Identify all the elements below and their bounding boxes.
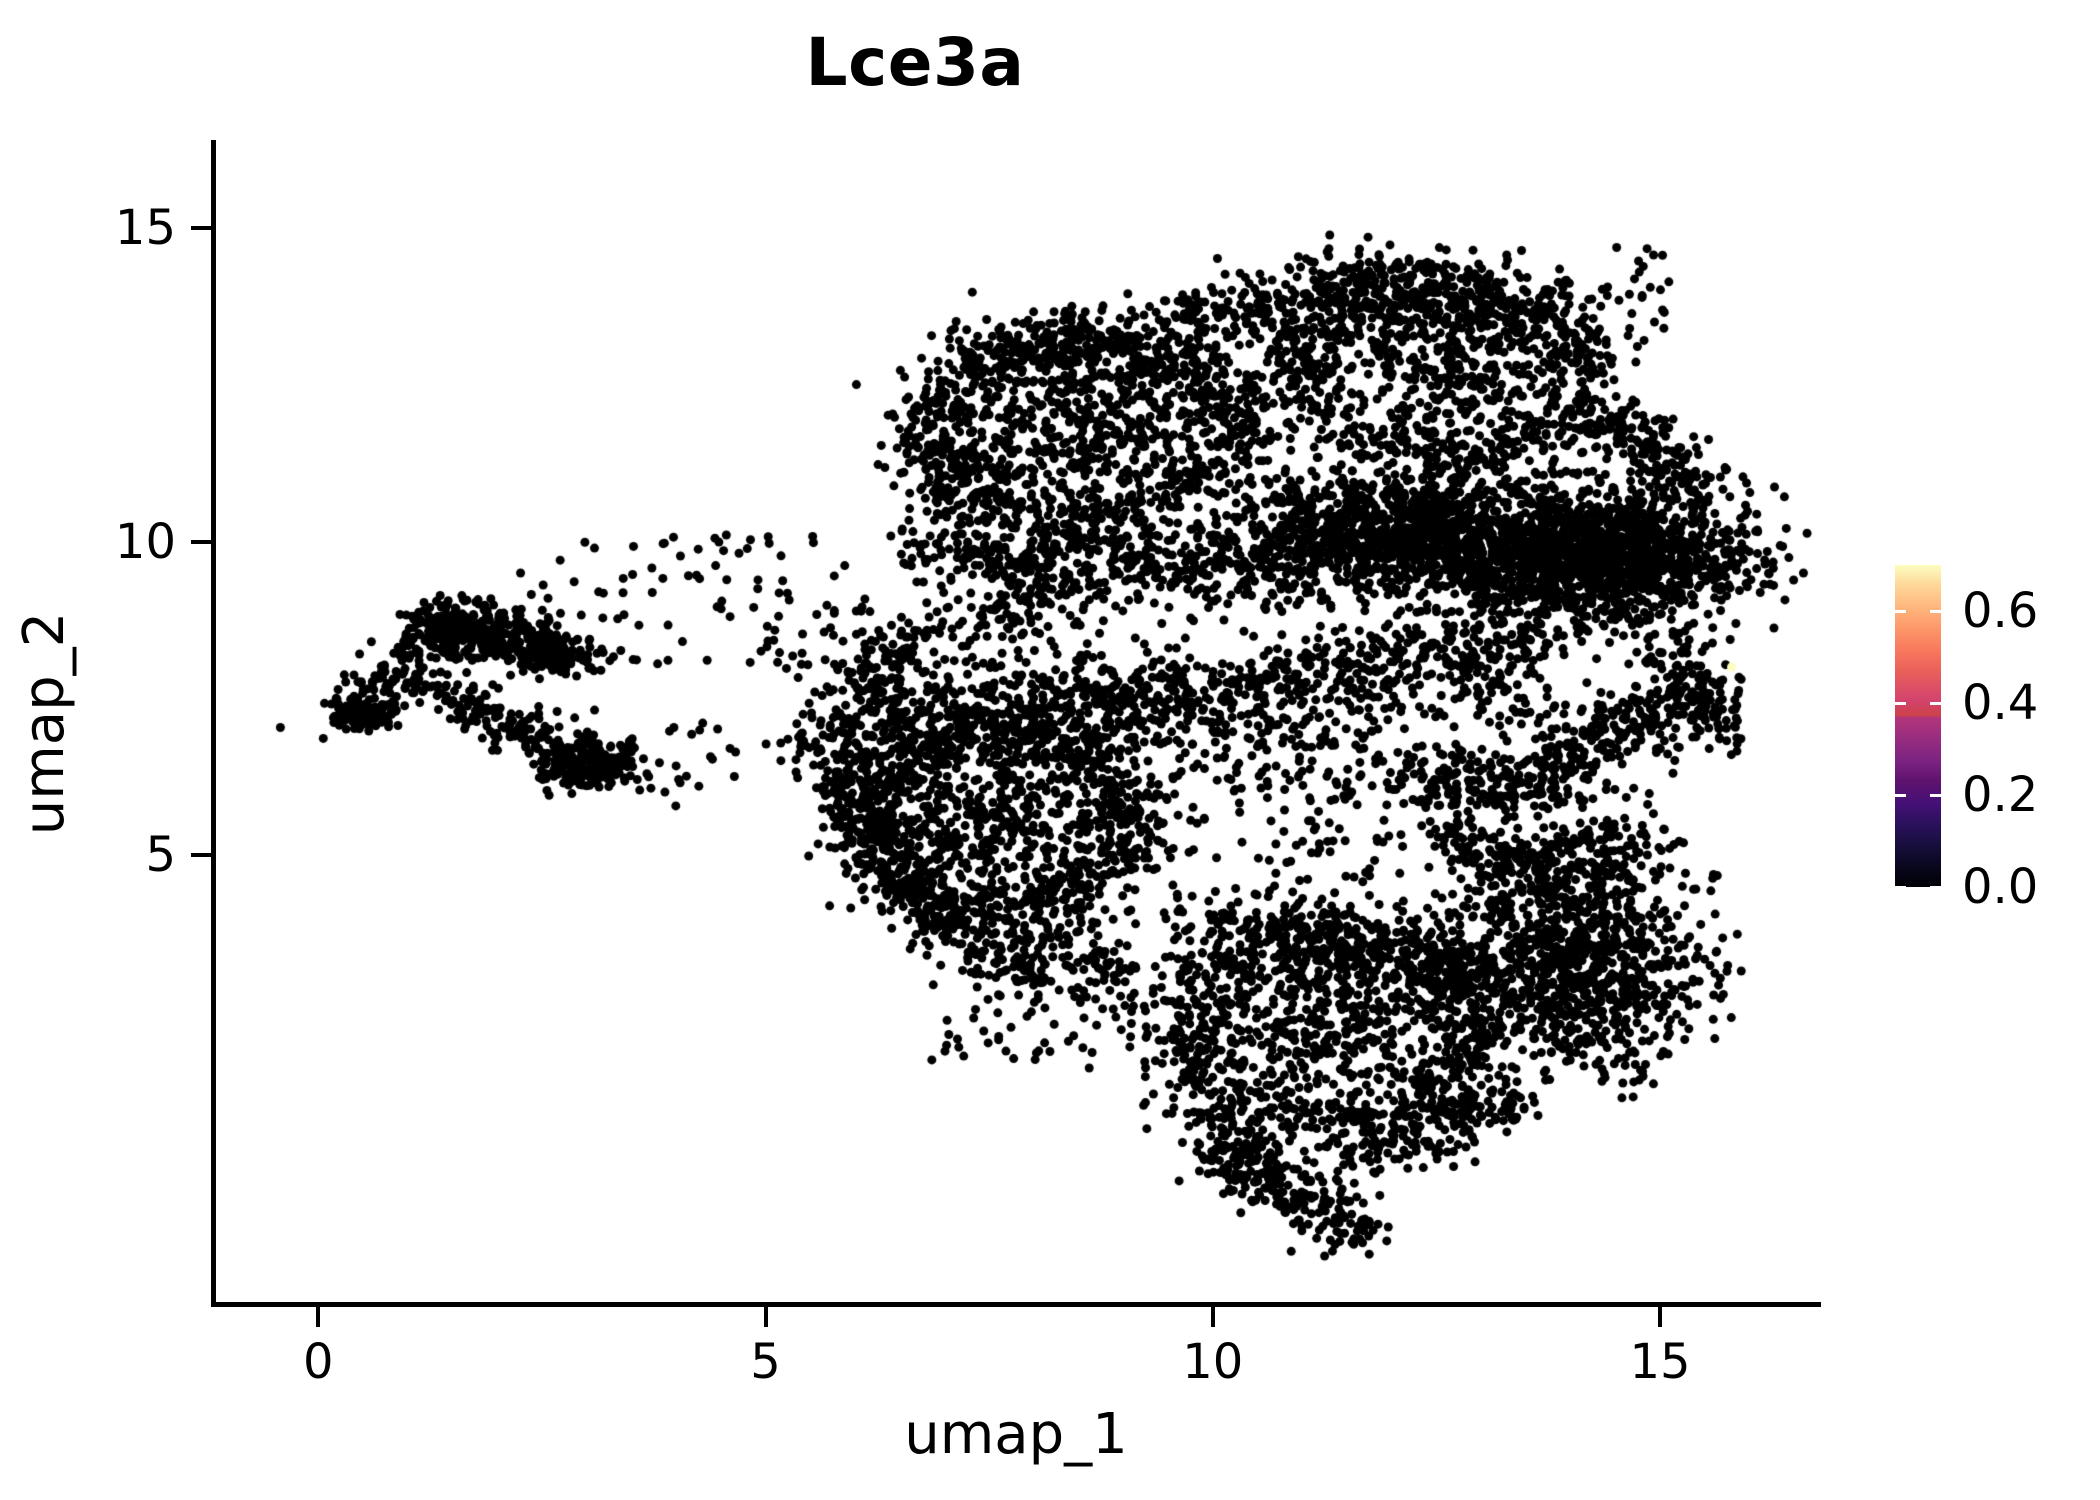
axes-frame (211, 140, 1821, 1307)
x-tick-mark (1210, 1307, 1215, 1327)
y-axis-spine (211, 140, 216, 1307)
y-tick-label: 5 (145, 827, 176, 884)
y-tick-label: 15 (114, 199, 176, 256)
colorbar-tick-mark (1930, 609, 1941, 613)
scatter-plot-area (211, 140, 1821, 1307)
y-axis-label: umap_2 (12, 611, 77, 836)
x-tick-label: 10 (1182, 1334, 1244, 1390)
x-tick-mark (1658, 1307, 1662, 1327)
colorbar-tick-mark (1895, 609, 1906, 613)
y-tick-mark (191, 853, 211, 858)
page-title: Lce3a (805, 24, 1025, 101)
colorbar-tick-label: 0.6 (1962, 583, 2039, 639)
colorbar-gradient (1895, 565, 1941, 887)
colorbar-tick-mark (1930, 885, 1941, 889)
y-tick-mark (191, 225, 211, 230)
colorbar-tick-label: 0.4 (1962, 675, 2039, 731)
colorbar (1895, 565, 1941, 889)
colorbar-tick-mark (1895, 885, 1906, 889)
y-tick-label: 10 (114, 513, 176, 570)
scatter-points-canvas (211, 140, 1821, 1307)
colorbar-tick-mark (1895, 793, 1906, 797)
colorbar-tick-mark (1895, 701, 1906, 705)
colorbar-tick-label: 0.0 (1962, 859, 2039, 915)
x-tick-label: 5 (750, 1334, 781, 1390)
colorbar-tick-mark (1930, 793, 1941, 797)
colorbar-tick-label: 0.2 (1962, 767, 2039, 823)
x-tick-mark (763, 1307, 768, 1327)
x-tick-label: 0 (303, 1334, 334, 1390)
x-axis-label: umap_1 (904, 1402, 1128, 1467)
x-axis-spine (211, 1302, 1821, 1307)
y-tick-mark (191, 539, 211, 544)
x-tick-label: 15 (1629, 1334, 1691, 1390)
colorbar-tick-mark (1930, 701, 1941, 705)
x-tick-mark (316, 1307, 321, 1327)
